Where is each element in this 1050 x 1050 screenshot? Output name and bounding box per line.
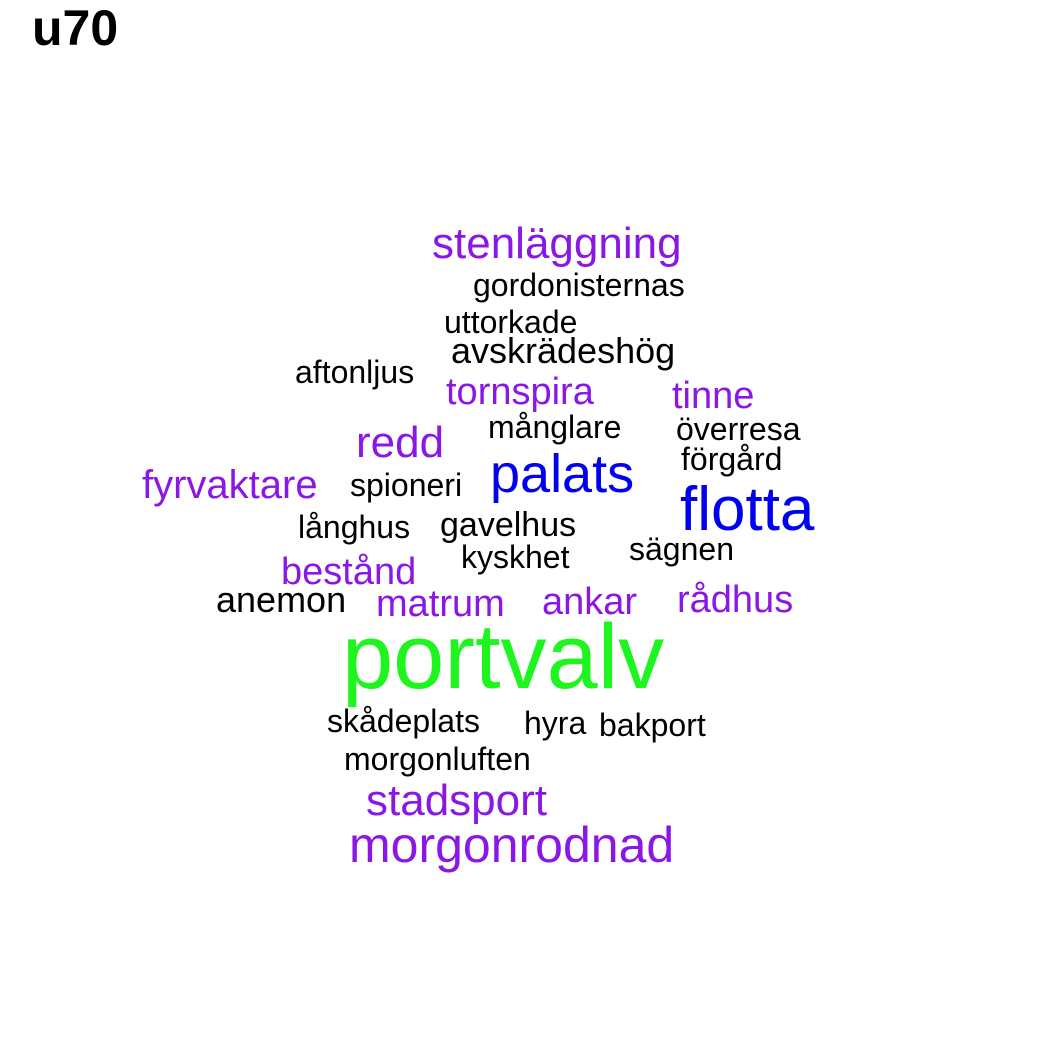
word-2: palats — [490, 444, 634, 504]
word-1: flotta — [680, 475, 815, 544]
word-9: tinne — [672, 375, 754, 417]
word-24: långhus — [298, 509, 410, 545]
word-19: aftonljus — [295, 354, 414, 390]
word-29: bakport — [599, 707, 706, 743]
word-13: rådhus — [677, 579, 793, 621]
word-28: hyra — [524, 705, 586, 741]
word-10: bestånd — [281, 551, 416, 593]
word-14: avskrädeshög — [451, 330, 675, 371]
word-12: ankar — [542, 581, 637, 623]
word-0: portvalv — [342, 606, 664, 708]
word-23: spioneri — [350, 467, 462, 503]
word-4: stenläggning — [432, 219, 682, 268]
word-30: morgonluften — [344, 741, 531, 777]
word-21: överresa — [676, 411, 801, 447]
word-17: gordonisternas — [473, 267, 685, 303]
word-8: tornspira — [446, 371, 595, 413]
word-22: förgård — [681, 441, 782, 477]
word-26: kyskhet — [461, 539, 570, 575]
word-15: gavelhus — [440, 506, 576, 544]
word-5: redd — [356, 418, 444, 467]
word-16: anemon — [216, 579, 346, 620]
chart-title: u70 — [32, 0, 119, 56]
word-6: stadsport — [366, 776, 547, 825]
word-25: sägnen — [629, 531, 734, 567]
word-11: matrum — [376, 583, 505, 625]
word-18: uttorkade — [444, 304, 577, 340]
word-3: morgonrodnad — [349, 817, 674, 873]
word-27: skådeplats — [327, 703, 480, 739]
word-7: fyrvaktare — [142, 463, 318, 507]
word-20: månglare — [488, 409, 621, 445]
